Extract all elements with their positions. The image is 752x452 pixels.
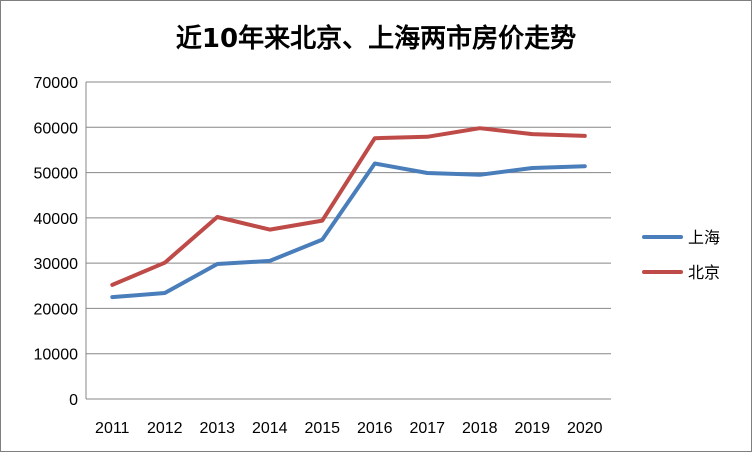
x-tick-label: 2020 <box>567 420 603 437</box>
x-tick-label: 2012 <box>147 420 183 437</box>
x-tick-label: 2014 <box>252 420 288 437</box>
x-tick-label: 2011 <box>95 420 130 437</box>
axes <box>85 82 611 400</box>
x-tick-label: 2016 <box>357 420 393 437</box>
y-axis-ticks: 0 10000 20000 30000 40000 50000 60000 70000 <box>34 75 79 409</box>
y-tick-label: 60000 <box>34 120 79 137</box>
x-tick-label: 2018 <box>462 420 498 437</box>
series-line-1 <box>110 126 587 287</box>
x-tick-label: 2017 <box>409 420 445 437</box>
y-tick-label: 0 <box>69 392 78 409</box>
y-tick-label: 10000 <box>34 347 79 364</box>
legend-label: 北京 <box>688 263 720 282</box>
y-tick-label: 50000 <box>34 166 79 183</box>
x-tick-label: 2015 <box>304 420 340 437</box>
y-tick-label: 70000 <box>34 75 79 92</box>
legend-label: 上海 <box>688 228 720 247</box>
x-tick-label: 2019 <box>514 420 550 437</box>
chart-title: 近10年来北京、上海两市房价走势 <box>176 23 576 54</box>
y-tick-label: 30000 <box>34 256 79 273</box>
gridlines <box>86 81 611 355</box>
series-line-0 <box>110 161 587 300</box>
series-lines <box>110 126 587 300</box>
y-tick-label: 20000 <box>34 301 79 318</box>
x-axis-ticks: 2011 2012 2013 2014 2015 2016 2017 2018 2019 2020 <box>95 420 603 437</box>
y-tick-label: 40000 <box>34 211 79 228</box>
x-tick-label: 2013 <box>199 420 235 437</box>
